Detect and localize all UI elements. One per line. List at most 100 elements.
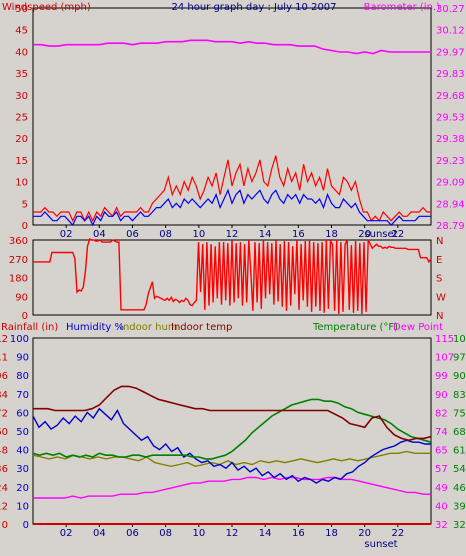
y-tick-label: 0.72 bbox=[0, 408, 8, 419]
x-tick-label: 10 bbox=[192, 229, 205, 240]
y-tick-label: 30.12 bbox=[436, 26, 465, 37]
x-tick-label: 16 bbox=[292, 229, 305, 240]
y-tick-label: 83 bbox=[453, 390, 466, 401]
direction-left-ticks: 0 90 180 270 360 bbox=[9, 236, 28, 322]
x-tick-label: 20 bbox=[358, 528, 371, 539]
y-tick-label: 10 bbox=[15, 178, 28, 189]
humidity-ticks: 0 10 20 30 40 50 60 70 80 90 100 bbox=[10, 334, 29, 531]
y-tick-label: 0 bbox=[22, 221, 28, 232]
y-tick-label: 68 bbox=[453, 427, 466, 438]
x-tick-label: 14 bbox=[259, 528, 272, 539]
x-tick-label: 20 bbox=[358, 229, 371, 240]
temperature-line bbox=[32, 398, 432, 460]
y-tick-label: 74 bbox=[435, 427, 448, 438]
y-tick-label: 0 bbox=[2, 520, 8, 531]
y-tick-label: 0.24 bbox=[0, 483, 8, 494]
rainfall-ticks: 0 0.12 0.24 0.36 0.48 0.60 0.72 0.84 0.96 1.1 1.2 bbox=[0, 334, 8, 531]
y-tick-label: 29.23 bbox=[436, 156, 465, 167]
x-tick-label: 10 bbox=[192, 528, 205, 539]
y-tick-label: 360 bbox=[9, 236, 28, 247]
wind-gust-line bbox=[33, 155, 431, 223]
y-tick-label: 29.53 bbox=[436, 113, 465, 124]
y-tick-label: 107 bbox=[435, 353, 454, 364]
y-tick-label: 40 bbox=[435, 501, 448, 512]
y-tick-label: 46 bbox=[453, 483, 466, 494]
wind-average-line bbox=[33, 188, 431, 227]
temperature-ticks: 32 40 49 57 65 74 82 90 99 107 115 bbox=[435, 334, 454, 531]
y-tick-label: 40 bbox=[16, 446, 29, 457]
y-tick-label: 180 bbox=[9, 274, 28, 285]
compass-tick-label: W bbox=[436, 292, 446, 303]
y-tick-label: 29.83 bbox=[436, 69, 465, 80]
barometer-axis-label: Barometer (in.) bbox=[364, 2, 440, 13]
y-tick-label: 100 bbox=[10, 334, 29, 345]
y-tick-label: 90 bbox=[453, 371, 466, 382]
x-tick-label: 06 bbox=[126, 528, 139, 539]
y-tick-label: 80 bbox=[16, 371, 29, 382]
x-tick-label: 12 bbox=[226, 528, 239, 539]
humidity-line bbox=[32, 407, 431, 484]
y-tick-label: 30.27 bbox=[436, 4, 465, 15]
compass-tick-label: N bbox=[436, 236, 443, 247]
y-tick-label: 0.36 bbox=[0, 464, 8, 475]
rainfall-axis-label: Rainfall (in) bbox=[1, 322, 58, 333]
y-tick-label: 15 bbox=[15, 156, 28, 167]
y-tick-label: 0 bbox=[23, 520, 29, 531]
temperature-humidity-panel: Rainfall (in) Humidity % Indoor hum Indo… bbox=[0, 322, 466, 550]
humidity-axis-label: Humidity % bbox=[66, 322, 124, 333]
temperature-axis-label: Temperature (°F) bbox=[312, 322, 398, 333]
y-tick-label: 45 bbox=[15, 26, 28, 37]
x-tick-label: 22 bbox=[391, 229, 404, 240]
y-tick-label: 35 bbox=[15, 69, 28, 80]
wind-direction-line bbox=[33, 238, 432, 315]
y-tick-label: 65 bbox=[435, 446, 448, 457]
y-tick-label: 97 bbox=[453, 353, 466, 364]
y-tick-label: 0 bbox=[22, 311, 28, 322]
sunset-label-1: sunset bbox=[364, 229, 397, 240]
x-tick-label: 18 bbox=[325, 229, 338, 240]
y-tick-label: 90 bbox=[435, 390, 448, 401]
y-tick-label: 82 bbox=[435, 408, 448, 419]
barometer-line bbox=[33, 39, 431, 55]
y-tick-label: 99 bbox=[435, 371, 448, 382]
y-tick-label: 61 bbox=[453, 446, 466, 457]
y-tick-label: 104 bbox=[453, 334, 466, 345]
y-tick-label: 30 bbox=[16, 464, 29, 475]
dewpoint-line bbox=[33, 476, 431, 499]
y-tick-label: 0.84 bbox=[0, 390, 8, 401]
y-tick-label: 39 bbox=[453, 501, 466, 512]
y-tick-label: 90 bbox=[15, 292, 28, 303]
indoor-temp-line bbox=[33, 385, 432, 442]
wind-left-ticks: 0 5 10 15 20 25 30 35 40 45 50 bbox=[15, 4, 28, 232]
y-tick-label: 28.79 bbox=[436, 221, 465, 232]
y-tick-label: 29.97 bbox=[436, 47, 465, 58]
y-tick-label: 49 bbox=[435, 483, 448, 494]
y-tick-label: 5 bbox=[22, 199, 28, 210]
indoor-humidity-line bbox=[32, 450, 431, 468]
y-tick-label: 115 bbox=[435, 334, 454, 345]
dewpoint-ticks: 32 39 46 54 61 68 75 83 90 97 104 bbox=[453, 334, 466, 531]
y-tick-label: 75 bbox=[453, 408, 466, 419]
x-tick-label: 22 bbox=[391, 528, 404, 539]
wind-plot-area bbox=[32, 7, 432, 226]
indoor-temp-axis-label: Indoor temp bbox=[171, 322, 232, 333]
y-tick-label: 29.09 bbox=[436, 178, 465, 189]
y-tick-label: 1.2 bbox=[0, 334, 8, 345]
y-tick-label: 50 bbox=[16, 427, 29, 438]
y-tick-label: 270 bbox=[9, 255, 28, 266]
y-tick-label: 29.38 bbox=[436, 134, 465, 145]
y-tick-label: 20 bbox=[15, 134, 28, 145]
y-tick-label: 90 bbox=[16, 353, 29, 364]
compass-tick-label: N bbox=[436, 311, 443, 322]
y-tick-label: 25 bbox=[15, 113, 28, 124]
y-tick-label: 0.12 bbox=[0, 501, 8, 512]
x-tick-label: 04 bbox=[93, 528, 106, 539]
y-tick-label: 54 bbox=[453, 464, 466, 475]
wind-barometer-panel: Windspeed (mph) 24 hour graph day : July… bbox=[2, 2, 465, 240]
sunset-label-3: sunset bbox=[364, 539, 397, 550]
y-tick-label: 28.94 bbox=[436, 199, 465, 210]
